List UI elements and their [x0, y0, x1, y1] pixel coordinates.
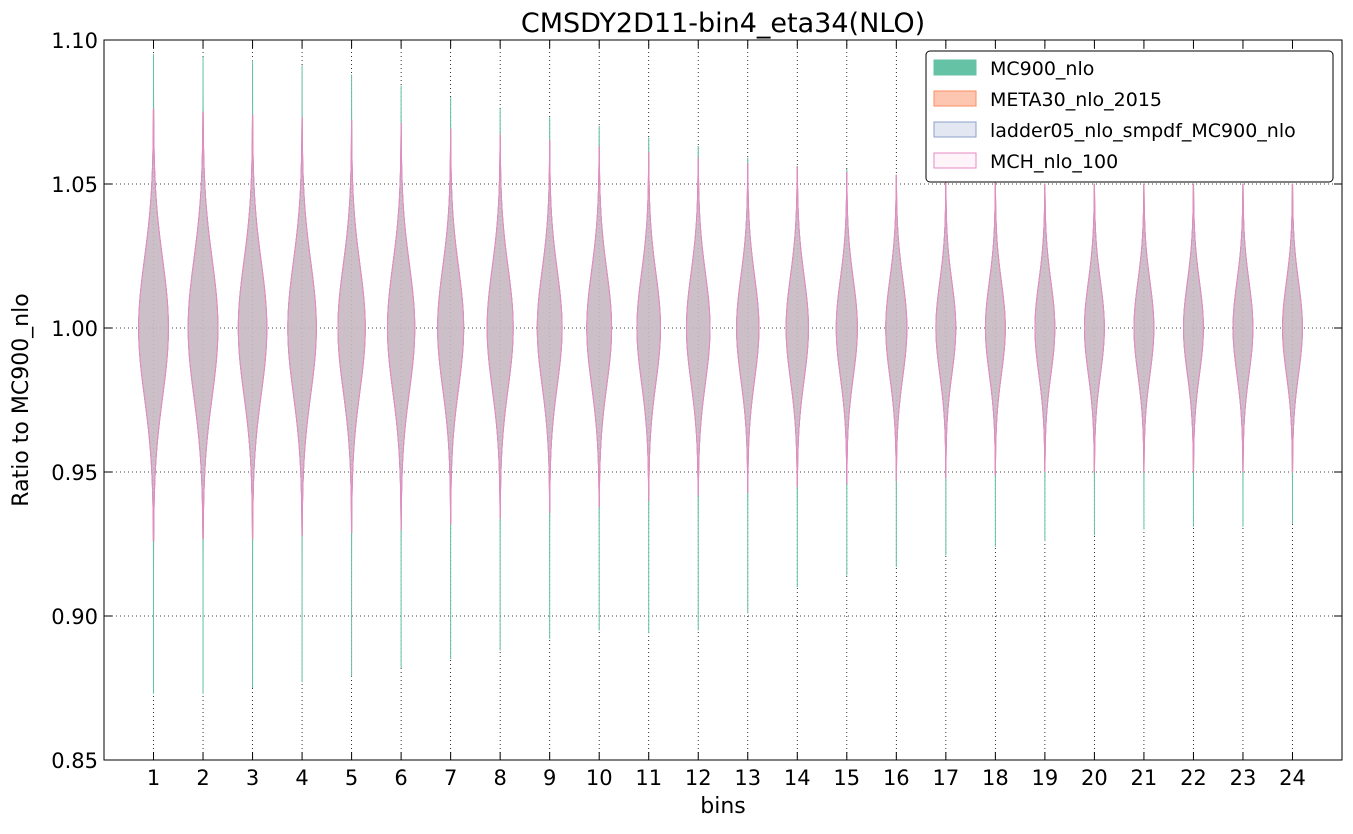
x-tick-label: 16 [883, 766, 910, 790]
violin-mch-nlo-100-bin-24 [1282, 183, 1303, 473]
y-tick-label: 1.10 [51, 29, 98, 53]
x-tick-label: 24 [1279, 766, 1306, 790]
violin-mch-nlo-100-bin-21 [1133, 183, 1155, 473]
violin-mch-nlo-100-bin-9 [536, 140, 563, 513]
x-tick-label: 12 [685, 766, 712, 790]
chart-title: CMSDY2D11-bin4_eta34(NLO) [521, 8, 925, 39]
violin-mch-nlo-100-bin-4 [287, 117, 317, 536]
x-tick-label: 4 [295, 766, 308, 790]
x-tick-label: 6 [394, 766, 407, 790]
violin-mch-nlo-100-bin-12 [685, 157, 711, 496]
y-tick-label: 0.95 [51, 461, 98, 485]
legend: MC900_nlo META30_nlo_2015 ladder05_nlo_smp… [925, 50, 1334, 183]
x-tick-label: 13 [734, 766, 761, 790]
plot-frame [103, 39, 1343, 761]
x-tick-label: 14 [784, 766, 811, 790]
x-tick-label: 9 [543, 766, 556, 790]
x-tick-label: 23 [1230, 766, 1257, 790]
x-tick-label: 7 [444, 766, 457, 790]
legend-swatch [933, 121, 977, 138]
violin-mch-nlo-100-bin-20 [1083, 183, 1105, 473]
legend-swatch [933, 59, 977, 76]
x-axis-label: bins [700, 794, 745, 819]
violin-mch-nlo-100-bin-1 [138, 108, 169, 542]
violin-mch-nlo-100-bin-23 [1232, 183, 1254, 473]
y-tick-label: 0.85 [51, 749, 98, 773]
x-tick-label: 2 [196, 766, 209, 790]
y-tick-label: 0.90 [51, 605, 98, 629]
violin-mch-nlo-100-bin-13 [736, 163, 760, 493]
legend-label: META30_nlo_2015 [990, 89, 1162, 111]
violin-mch-nlo-100-bin-2 [187, 111, 219, 539]
x-tick-label: 10 [586, 766, 613, 790]
y-axis-label: Ratio to MC900_nlo [9, 293, 34, 506]
violin-mch-nlo-100-bin-8 [486, 134, 514, 519]
x-tick-label: 19 [1032, 766, 1059, 790]
violin-mch-nlo-100-bin-7 [437, 128, 465, 525]
violin-mch-nlo-100-bin-5 [337, 120, 366, 533]
x-tick-label: 5 [345, 766, 358, 790]
violin-mch-nlo-100-bin-15 [835, 171, 858, 485]
x-tick-label: 22 [1180, 766, 1207, 790]
violin-mch-nlo-100-bin-6 [387, 123, 416, 531]
violin-mch-nlo-100-bin-22 [1183, 183, 1204, 473]
y-tick-label: 1.05 [51, 173, 98, 197]
legend-label: MCH_nlo_100 [990, 151, 1118, 173]
x-tick-label: 15 [833, 766, 860, 790]
legend-swatch [933, 90, 977, 107]
violin-mch-nlo-100-bin-3 [237, 114, 268, 539]
x-tick-label: 8 [493, 766, 506, 790]
violin-mch-nlo-100-bin-11 [636, 151, 661, 502]
x-tick-label: 11 [635, 766, 662, 790]
y-tick-label: 1.00 [51, 317, 98, 341]
legend-box [925, 50, 1334, 183]
x-tick-label: 1 [147, 766, 160, 790]
x-tick-label: 20 [1081, 766, 1108, 790]
violin-mch-nlo-100-bin-10 [586, 146, 613, 508]
x-tick-label: 17 [932, 766, 959, 790]
x-tick-label: 18 [982, 766, 1009, 790]
violin-mch-nlo-100-bin-16 [885, 174, 908, 482]
violin-mch-nlo-100-bin-19 [1034, 183, 1056, 473]
legend-label: MC900_nlo [990, 58, 1094, 80]
legend-swatch [933, 152, 977, 169]
x-tick-label: 3 [246, 766, 259, 790]
violin-mch-nlo-100-bin-14 [785, 166, 809, 487]
legend-label: ladder05_nlo_smpdf_MC900_nlo [990, 120, 1296, 142]
x-tick-label: 21 [1131, 766, 1158, 790]
